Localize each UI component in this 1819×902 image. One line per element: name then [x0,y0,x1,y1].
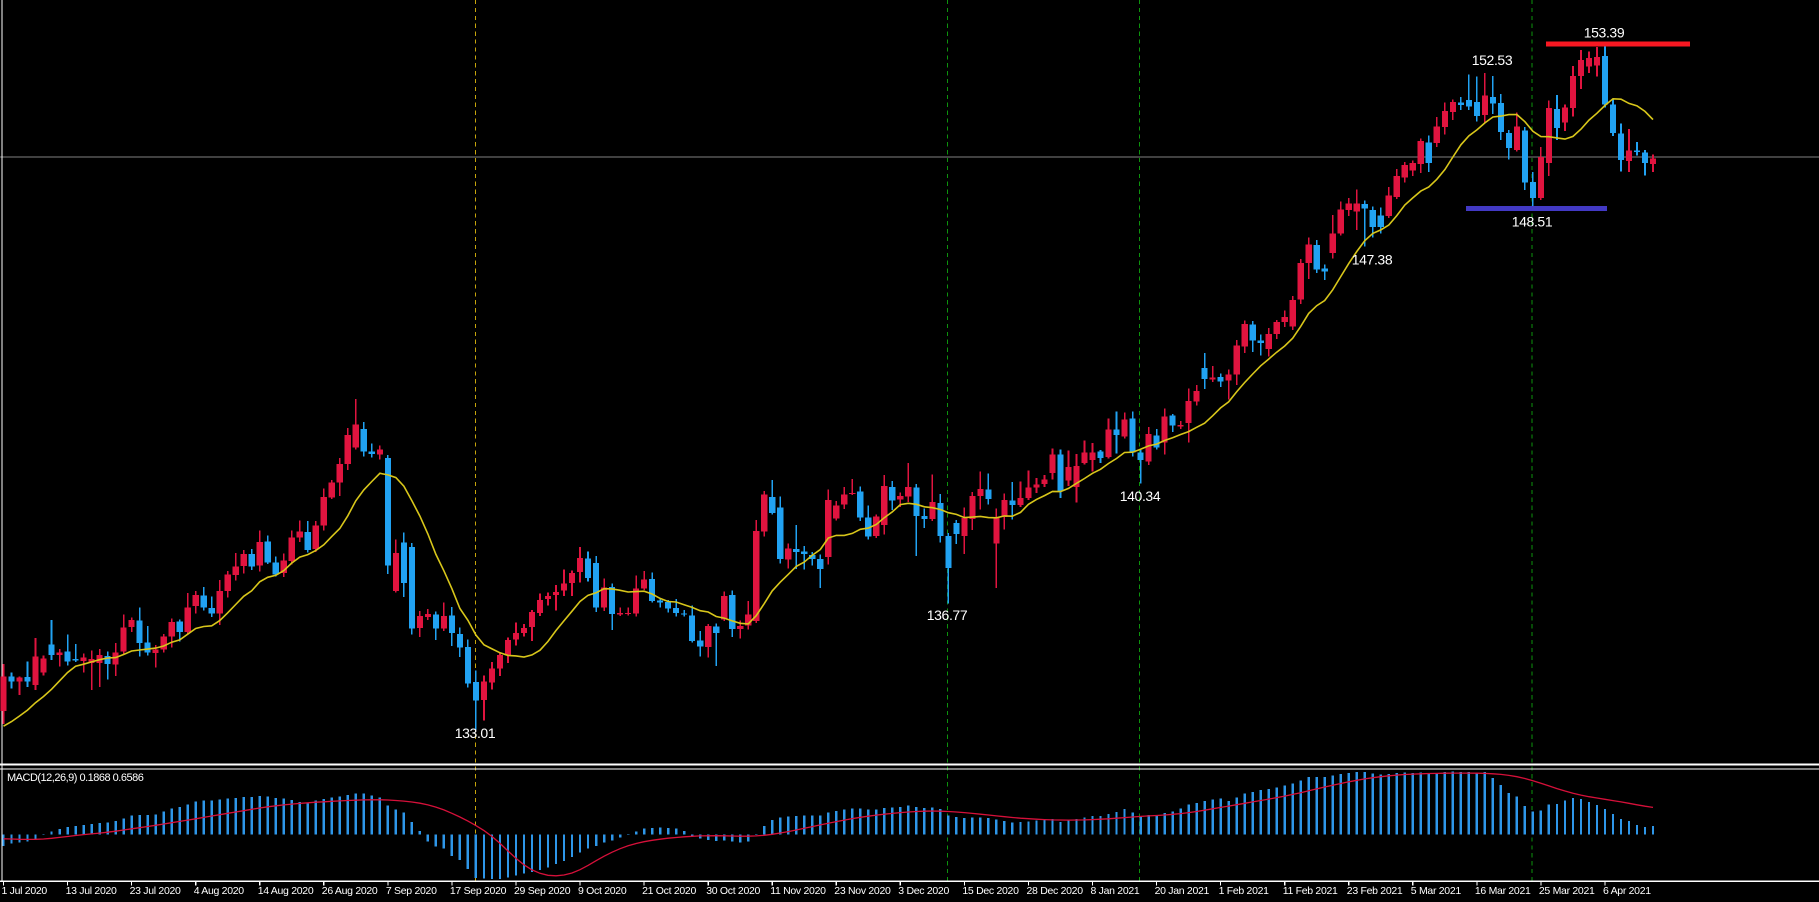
svg-text:136.77: 136.77 [927,607,968,623]
svg-text:5 Mar 2021: 5 Mar 2021 [1411,885,1462,897]
svg-text:25 Mar 2021: 25 Mar 2021 [1539,885,1595,897]
svg-text:30 Oct 2020: 30 Oct 2020 [706,885,760,897]
svg-text:26 Aug 2020: 26 Aug 2020 [322,885,378,897]
svg-text:17 Sep 2020: 17 Sep 2020 [450,885,507,897]
svg-text:13 Jul 2020: 13 Jul 2020 [66,885,117,897]
svg-text:7 Sep 2020: 7 Sep 2020 [386,885,437,897]
svg-text:21 Oct 2020: 21 Oct 2020 [642,885,696,897]
svg-text:8 Jan 2021: 8 Jan 2021 [1091,885,1140,897]
svg-text:11 Nov 2020: 11 Nov 2020 [770,885,826,897]
svg-text:11 Feb 2021: 11 Feb 2021 [1283,885,1338,897]
svg-text:9 Oct 2020: 9 Oct 2020 [578,885,627,897]
svg-text:4 Aug 2020: 4 Aug 2020 [194,885,245,897]
svg-text:147.38: 147.38 [1352,252,1393,268]
svg-text:23 Jul 2020: 23 Jul 2020 [130,885,181,897]
svg-text:133.01: 133.01 [455,725,496,741]
svg-text:153.39: 153.39 [1584,25,1625,41]
svg-text:28 Dec 2020: 28 Dec 2020 [1027,885,1084,897]
svg-text:6 Apr 2021: 6 Apr 2021 [1603,885,1651,897]
svg-text:23 Nov 2020: 23 Nov 2020 [834,885,891,897]
svg-text:140.34: 140.34 [1120,488,1161,504]
svg-text:29 Sep 2020: 29 Sep 2020 [514,885,571,897]
svg-text:23 Feb 2021: 23 Feb 2021 [1347,885,1403,897]
svg-text:15 Dec 2020: 15 Dec 2020 [962,885,1019,897]
svg-text:1 Jul 2020: 1 Jul 2020 [2,885,48,897]
svg-text:148.51: 148.51 [1512,214,1553,230]
svg-text:152.53: 152.53 [1472,52,1513,68]
svg-text:20 Jan 2021: 20 Jan 2021 [1155,885,1210,897]
svg-text:16 Mar 2021: 16 Mar 2021 [1475,885,1531,897]
svg-text:MACD(12,26,9) 0.1868 0.6586: MACD(12,26,9) 0.1868 0.6586 [7,772,144,784]
svg-text:1 Feb 2021: 1 Feb 2021 [1219,885,1270,897]
svg-text:3 Dec 2020: 3 Dec 2020 [898,885,949,897]
svg-text:14 Aug 2020: 14 Aug 2020 [258,885,314,897]
